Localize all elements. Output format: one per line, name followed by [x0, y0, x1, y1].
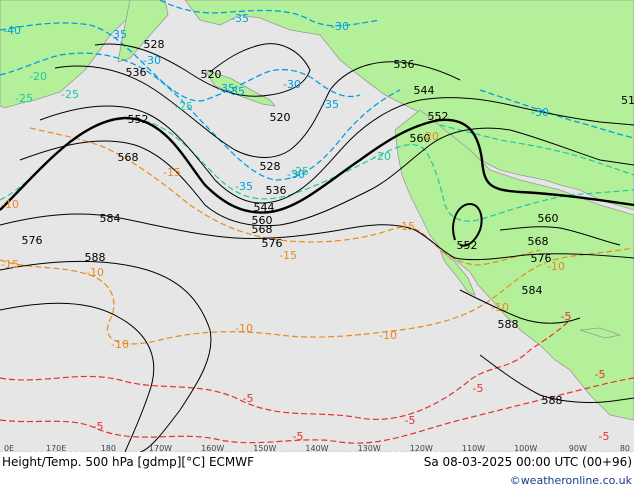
temp-label: -25 — [175, 100, 193, 113]
temp-label: -10 — [379, 329, 397, 342]
temp-label: -35 — [109, 28, 127, 41]
height-contours — [0, 43, 634, 453]
temp-label: -10 — [547, 260, 565, 273]
longitude-tick-label: 110W — [462, 444, 485, 453]
temp-label: -30 — [143, 54, 161, 67]
temp-label: -30 — [331, 20, 349, 33]
temp-label: -20 — [29, 70, 47, 83]
height-label: 544 — [414, 84, 435, 97]
temp-label: -5 — [405, 414, 416, 427]
height-contour-552 — [0, 116, 634, 214]
longitude-tick-label: 150W — [253, 444, 276, 453]
temp-label: -5 — [293, 430, 304, 443]
temp-label: -30 — [283, 78, 301, 91]
height-label: 576 — [22, 234, 43, 247]
height-label: 552 — [457, 239, 478, 252]
temp-contours-warm — [0, 319, 634, 444]
temp-contours-cold — [0, 0, 634, 181]
height-label: 576 — [262, 237, 283, 250]
height-label: 528 — [260, 160, 281, 173]
height-label: 536 — [266, 184, 287, 197]
temp-label: -15 — [1, 258, 19, 271]
height-label: 536 — [394, 58, 415, 71]
temp-label: -35 — [231, 12, 249, 25]
temp-label: -25 — [291, 165, 309, 178]
forecast-datetime: Sa 08-03-2025 00:00 UTC (00+96) — [424, 455, 632, 469]
longitude-tick-label: 120W — [410, 444, 433, 453]
longitude-tick-label: 130W — [358, 444, 381, 453]
longitude-tick-label: 140W — [305, 444, 328, 453]
temp-label: -25 — [61, 88, 79, 101]
temp-label: -35 — [235, 180, 253, 193]
temp-label: -15 — [279, 249, 297, 262]
height-label: 560 — [410, 132, 431, 145]
height-label: 588 — [85, 251, 106, 264]
longitude-tick-label: 180 — [101, 444, 116, 453]
height-label: 520 — [270, 111, 291, 124]
height-label: 560 — [252, 214, 273, 227]
land-baja — [439, 249, 476, 296]
temp-label: -5 — [473, 382, 484, 395]
temp-label: -40 — [3, 24, 21, 37]
height-label: 584 — [100, 212, 121, 225]
longitude-tick-label: 90W — [569, 444, 587, 453]
longitude-tick-label: 160W — [201, 444, 224, 453]
temp-label: -10 — [235, 322, 253, 335]
temp-label: -10 — [1, 198, 19, 211]
credit-link[interactable]: ©weatheronline.co.uk — [510, 474, 633, 487]
longitude-tick-label: 170W — [149, 444, 172, 453]
temp-label: -15 — [163, 166, 181, 179]
temp-label: -5 — [595, 368, 606, 381]
temp-label: -10 — [111, 338, 129, 351]
longitude-tick-label: 0E — [4, 444, 14, 453]
temp-label: -30 — [531, 106, 549, 119]
height-label: 520 — [201, 68, 222, 81]
temp-label: -5 — [243, 392, 254, 405]
height-label: 576 — [531, 252, 552, 265]
footer-band — [0, 452, 634, 490]
height-label: 544 — [254, 201, 275, 214]
height-label: 51 — [621, 94, 634, 107]
temp-label: -5 — [561, 310, 572, 323]
longitude-tick-label: 100W — [514, 444, 537, 453]
temp-label: -5 — [599, 430, 610, 443]
land-caribbean — [579, 327, 622, 339]
temp-label: -25 — [15, 92, 33, 105]
height-label: 588 — [498, 318, 519, 331]
height-label: 584 — [522, 284, 543, 297]
temp-contours-mild — [0, 127, 634, 345]
temp-label: -20 — [421, 130, 439, 143]
longitude-tick-label: 170E — [46, 444, 66, 453]
longitude-tick-label: 80 — [620, 444, 630, 453]
height-label: 568 — [528, 235, 549, 248]
height-label: 536 — [126, 66, 147, 79]
temp-label: -35 — [217, 82, 235, 95]
temp-label: -35 — [321, 98, 339, 111]
height-label: 528 — [144, 38, 165, 51]
land-alaska-peninsula — [204, 69, 276, 107]
temp-label: -5 — [93, 420, 104, 433]
height-contour-552-loop — [452, 203, 483, 247]
height-label: 568 — [252, 223, 273, 236]
temp-label: -10 — [491, 301, 509, 314]
land-north-america — [394, 109, 634, 421]
temp-label: -10 — [86, 266, 104, 279]
height-label: 568 — [118, 151, 139, 164]
temp-label: -20 — [373, 150, 391, 163]
height-label: 560 — [538, 212, 559, 225]
temp-labels: -40-35-35-30-30-35-30-25-25-20-20-25-35-… — [1, 12, 610, 443]
height-label: 588 — [542, 394, 563, 407]
height-label: 552 — [428, 110, 449, 123]
temp-label: -35 — [227, 85, 245, 98]
temp-label: -15 — [397, 220, 415, 233]
height-label: 552 — [128, 113, 149, 126]
map-title: Height/Temp. 500 hPa [gdmp][°C] ECMWF — [2, 455, 254, 469]
temp-label: -30 — [287, 168, 305, 181]
longitude-ticks: 0E 170E 180 170W 160W 150W 140W 130W 120W 110W 100… — [4, 444, 630, 453]
